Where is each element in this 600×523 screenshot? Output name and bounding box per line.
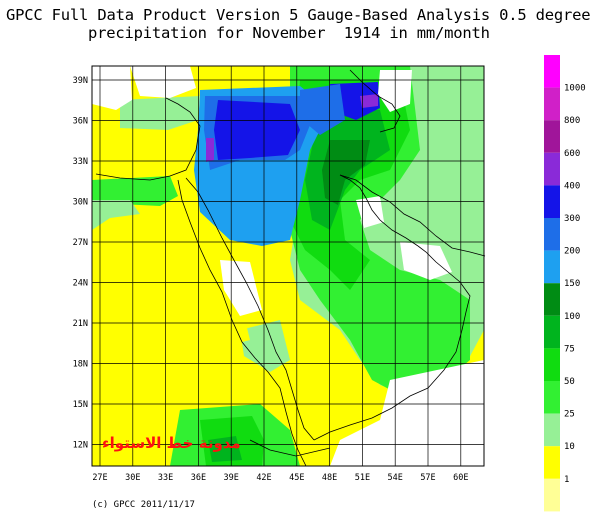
legend-swatch xyxy=(544,348,560,381)
missing-data-region xyxy=(356,196,384,228)
legend-label: 1000 xyxy=(564,84,586,94)
legend-label: 400 xyxy=(564,181,580,191)
precip-region-200 xyxy=(300,84,345,135)
precip-region-10 xyxy=(92,200,140,230)
legend-swatch xyxy=(544,55,560,88)
lon-label: 54E xyxy=(388,473,403,483)
legend-swatch xyxy=(544,152,560,186)
lon-label: 51E xyxy=(355,473,370,483)
latitude-labels: 39N 36N 33N 30N 27N 24N 21N 18N 15N 12N xyxy=(73,76,88,451)
lat-label: 30N xyxy=(73,198,88,208)
precip-region-300 xyxy=(214,100,300,160)
precip-region-400 xyxy=(360,94,378,108)
legend-swatch xyxy=(544,185,560,218)
lat-label: 39N xyxy=(73,76,88,86)
legend-label: 600 xyxy=(564,149,580,159)
lat-label: 36N xyxy=(73,117,88,127)
lat-label: 33N xyxy=(73,157,88,167)
legend-label: 25 xyxy=(564,410,575,420)
map-title-line1: GPCC Full Data Product Version 5 Gauge-B… xyxy=(6,6,591,24)
lon-label: 45E xyxy=(289,473,304,483)
legend-swatch xyxy=(544,478,560,512)
lon-label: 36E xyxy=(191,473,206,483)
lat-label: 18N xyxy=(73,360,88,370)
map-frame xyxy=(91,65,485,467)
legend-swatch xyxy=(544,283,560,316)
legend-swatch xyxy=(544,381,560,414)
precip-region-400 xyxy=(206,138,214,162)
legend-swatch xyxy=(544,250,560,284)
precip-region-10 xyxy=(120,96,200,130)
lon-label: 33E xyxy=(158,473,173,483)
missing-data-region xyxy=(130,66,196,98)
legend-swatch xyxy=(544,120,560,153)
coastline-caspian xyxy=(349,69,401,133)
lon-label: 57E xyxy=(420,473,435,483)
precip-region-100 xyxy=(322,140,370,205)
legend-swatch xyxy=(544,218,560,251)
legend-label: 300 xyxy=(564,214,580,224)
longitude-labels: 27E 30E 33E 36E 39E 42E 45E 48E 51E 54E 57E 60E xyxy=(92,473,468,483)
lon-label: 42E xyxy=(256,473,271,483)
copyright-credit: (c) GPCC 2011/11/17 xyxy=(92,500,195,510)
lon-label: 27E xyxy=(92,473,107,483)
lon-label: 39E xyxy=(224,473,239,483)
lat-label: 27N xyxy=(73,238,88,248)
legend-label: 1 xyxy=(564,475,569,485)
legend-swatch xyxy=(544,446,560,479)
lon-label: 30E xyxy=(125,473,140,483)
coastline-red-sea-west xyxy=(177,179,307,467)
missing-data-region xyxy=(330,360,484,466)
coastline-arabia-west xyxy=(185,177,315,441)
legend-label: 150 xyxy=(564,279,580,289)
lon-label: 48E xyxy=(322,473,337,483)
precip-region-10 xyxy=(240,320,290,372)
watermark: مدونة خط الاستواء xyxy=(102,434,241,452)
legend-label: 75 xyxy=(564,344,575,354)
coastline-gulf xyxy=(339,174,419,247)
precipitation-field xyxy=(92,66,484,466)
coastline-horn xyxy=(249,439,331,457)
legend-label: 100 xyxy=(564,312,580,322)
legend-label: 800 xyxy=(564,116,580,126)
lat-label: 12N xyxy=(73,441,88,451)
legend-swatch xyxy=(544,315,560,349)
lon-label: 60E xyxy=(453,473,468,483)
legend-label: 50 xyxy=(564,377,575,387)
precip-region-75 xyxy=(208,436,242,462)
legend-label: 10 xyxy=(564,442,575,452)
lat-label: 15N xyxy=(73,400,88,410)
legend-label: 200 xyxy=(564,247,580,257)
coastline-arabia-south xyxy=(313,245,471,441)
missing-data-region xyxy=(220,260,262,316)
legend-swatch xyxy=(544,87,560,121)
lat-label: 21N xyxy=(73,319,88,329)
legend: 1000 800 600 400 300 200 150 100 75 50 25 10 1 xyxy=(544,55,586,512)
map-title-line2: precipitation for November 1914 in mm/mo… xyxy=(88,24,490,42)
coastline-mediterranean xyxy=(95,97,201,181)
missing-data-region xyxy=(92,66,132,110)
coastline xyxy=(95,69,486,467)
legend-swatch xyxy=(544,413,560,447)
missing-data-region xyxy=(400,242,452,280)
lat-lon-grid xyxy=(92,66,484,466)
lat-label: 24N xyxy=(73,279,88,289)
coastline-iran xyxy=(339,174,486,257)
